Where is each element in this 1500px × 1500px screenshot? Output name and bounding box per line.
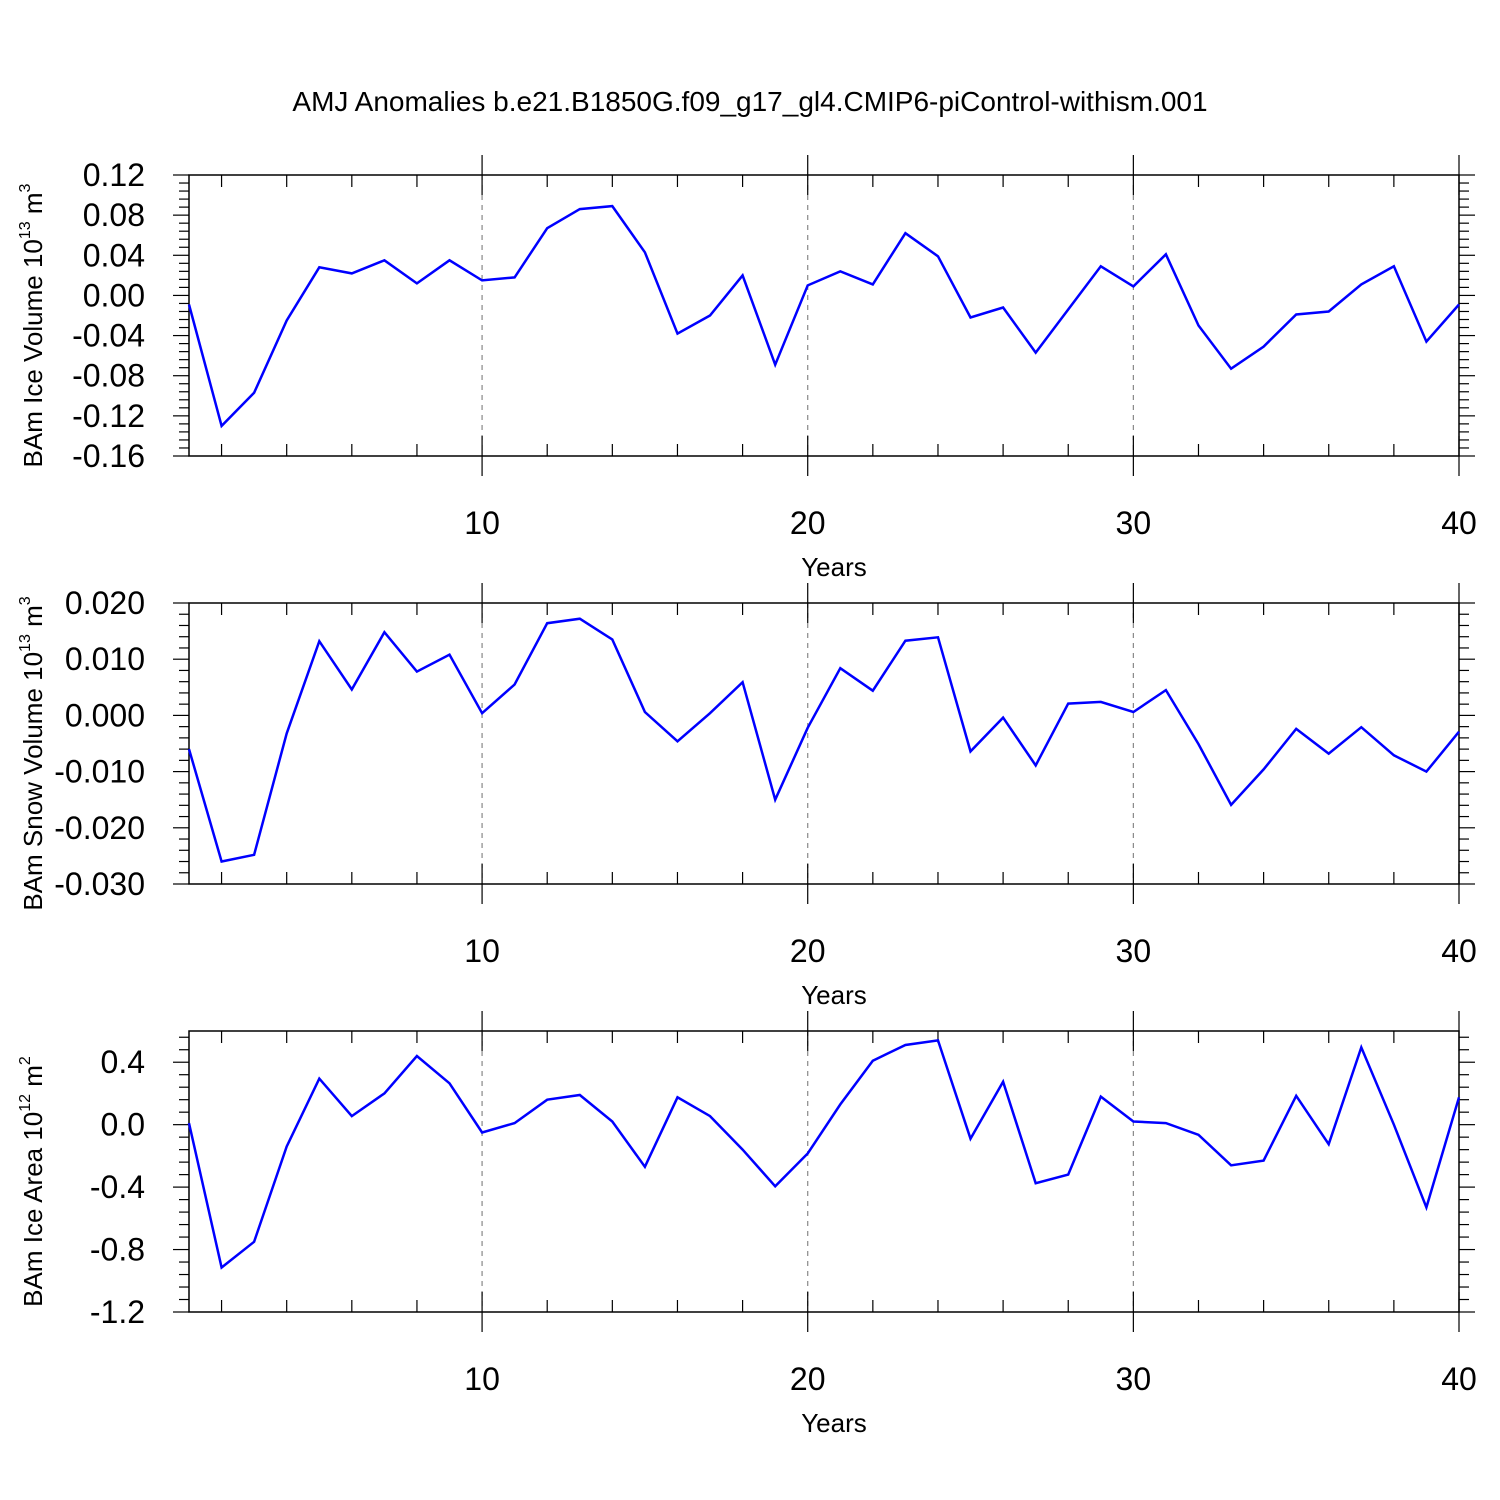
panel-1-frame	[188, 174, 1460, 457]
panel-1-ytick-label: -0.08	[72, 358, 145, 394]
panel-3-ylabel: BAm Ice Area 1012 m2	[17, 1056, 48, 1307]
panel-3-xtick-label: 40	[1441, 1361, 1477, 1397]
panel-1-xlabel: Years	[801, 552, 867, 582]
panel-2-xtick-label: 20	[790, 933, 826, 969]
panel-2-series-line	[187, 617, 1460, 863]
panel-1-ytick-label: -0.12	[72, 398, 145, 434]
panel-2-xlabel: Years	[801, 980, 867, 1010]
panel-1-xtick-label: 20	[790, 505, 826, 541]
panel-1-xtick-label: 30	[1116, 505, 1152, 541]
panel-3-ytick-label: -0.4	[90, 1169, 145, 1205]
panel-3-xtick-label: 20	[790, 1361, 826, 1397]
panel-1-ytick-label: 0.12	[83, 157, 145, 193]
panel-3-xtick-label: 10	[464, 1361, 500, 1397]
panel-3-ytick-label: 0.4	[101, 1044, 145, 1080]
chart-title: AMJ Anomalies b.e21.B1850G.f09_g17_gl4.C…	[292, 86, 1208, 117]
panel-2-ytick-label: 0.000	[65, 697, 145, 733]
panel-2-ytick-label: -0.010	[54, 754, 145, 790]
panel-2-xtick-label: 30	[1116, 933, 1152, 969]
panel-1-series-line	[187, 204, 1460, 429]
panel-1-ytick-label: 0.04	[83, 237, 145, 273]
panel-1-ytick-label: 0.00	[83, 277, 145, 313]
panel-1-ytick-label: -0.04	[72, 318, 145, 354]
panel-3-ytick-label: 0.0	[101, 1107, 145, 1143]
panel-2-ylabel: BAm Snow Volume 1013 m3	[17, 596, 48, 910]
panel-1-xtick-label: 40	[1441, 505, 1477, 541]
panel-2-ytick-label: -0.020	[54, 810, 145, 846]
panel-2-ytick-label: 0.010	[65, 641, 145, 677]
panel-1-xtick-label: 10	[464, 505, 500, 541]
panel-2-xtick-label: 40	[1441, 933, 1477, 969]
panel-2-xtick-label: 10	[464, 933, 500, 969]
panel-2-ytick-label: 0.020	[65, 585, 145, 621]
panel-1-ytick-label: 0.08	[83, 197, 145, 233]
panel-1-ylabel: BAm Ice Volume 1013 m3	[17, 183, 48, 467]
panel-3-ytick-label: -1.2	[90, 1294, 145, 1330]
panel-3-ytick-label: -0.8	[90, 1232, 145, 1268]
panel-3-series-line	[187, 1039, 1461, 1270]
panel-1-ytick-label: -0.16	[72, 438, 145, 474]
panel-3-xtick-label: 30	[1116, 1361, 1152, 1397]
panel-3-frame	[188, 1030, 1460, 1313]
panel-2-ytick-label: -0.030	[54, 866, 145, 902]
panel-3-xlabel: Years	[801, 1408, 867, 1438]
panel-2-frame	[188, 602, 1460, 885]
